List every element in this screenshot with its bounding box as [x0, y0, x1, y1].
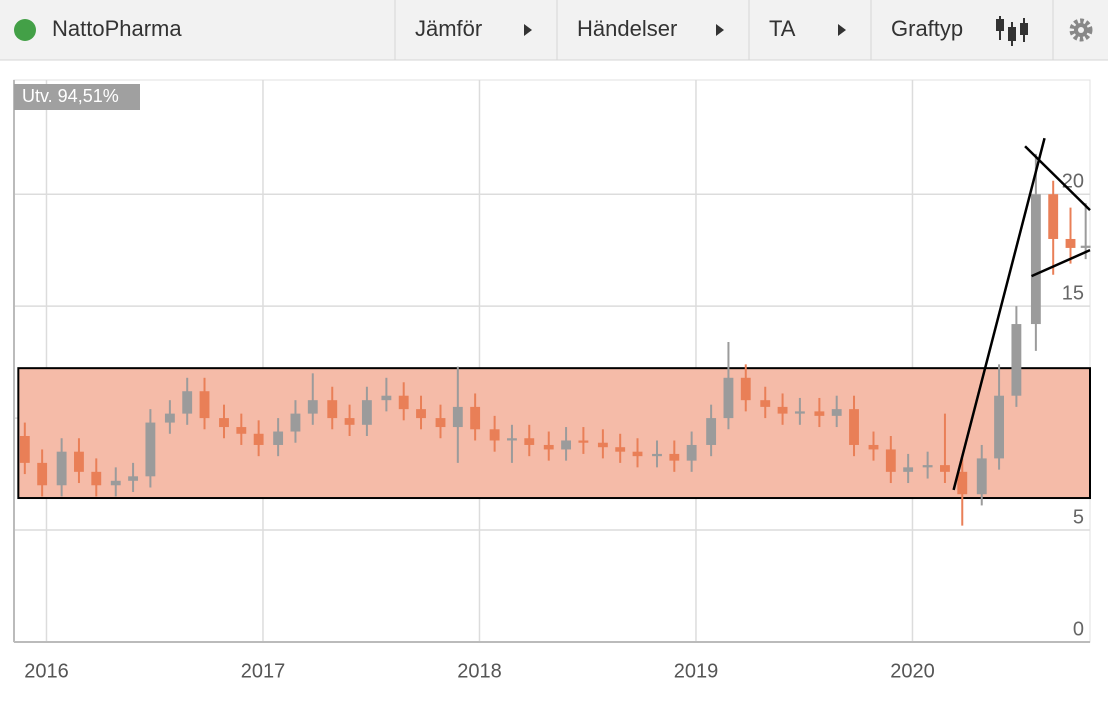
menu-events[interactable]: Händelser	[577, 16, 677, 41]
candle-body	[831, 409, 842, 416]
candle-body	[507, 438, 517, 441]
x-tick-label: 2016	[24, 660, 69, 682]
candle-body	[957, 471, 968, 495]
plot: 0510152020162017201820192020Utv. 94,51%	[13, 79, 1092, 682]
instrument-name: NattoPharma	[52, 16, 182, 41]
trend-line	[952, 137, 1046, 491]
trend-line	[1031, 249, 1091, 278]
candle-body	[91, 471, 102, 486]
candle-body	[794, 411, 805, 414]
badge-bg	[14, 84, 140, 110]
candle-body	[922, 465, 933, 468]
candle-body	[561, 440, 572, 450]
candle-body	[236, 427, 247, 434]
arrow	[838, 24, 846, 36]
candle-body	[344, 418, 355, 425]
toolbar	[0, 0, 1108, 60]
candle-body	[723, 377, 734, 419]
candle-body	[1080, 245, 1091, 248]
chart-type-icon	[996, 16, 1028, 46]
candle-body	[307, 400, 318, 414]
candle-body	[632, 451, 643, 457]
candle-body	[435, 418, 446, 428]
candle-body	[19, 436, 30, 463]
y-tick-label: 5	[1073, 506, 1084, 528]
x-tick-label: 2018	[457, 660, 502, 682]
y-tick-label: 20	[1062, 170, 1084, 192]
candle-body	[416, 409, 426, 419]
candle-body	[669, 453, 680, 461]
badge: Utv. 94,51%	[22, 86, 119, 106]
candle-body	[1065, 238, 1076, 248]
candle-body	[470, 406, 481, 430]
candle-body	[868, 444, 879, 450]
candle-body	[182, 391, 193, 414]
candle-body	[361, 400, 372, 425]
candle-body	[849, 409, 859, 445]
candle-body	[37, 462, 48, 486]
candle-body	[940, 465, 950, 472]
candle-body	[110, 480, 121, 486]
x-tick-label: 2020	[890, 660, 935, 682]
candle-body	[128, 476, 139, 481]
candle-body	[398, 395, 409, 410]
candle-body	[994, 395, 1005, 459]
plot-frame	[13, 79, 1091, 643]
candle-body	[615, 447, 626, 452]
candle-body	[1011, 324, 1022, 396]
candle-body	[814, 411, 825, 416]
candle-body	[706, 418, 717, 445]
candle-body	[273, 431, 284, 445]
candle-body	[199, 391, 210, 419]
y-tick-label: 15	[1062, 282, 1084, 304]
candle-body	[145, 422, 156, 477]
status-dot	[14, 19, 36, 41]
candle-body	[686, 444, 697, 461]
menus: Jämför Händelser TA Graftyp	[394, 0, 1093, 60]
candle-body	[489, 429, 500, 441]
candle-body	[578, 440, 589, 443]
candle-body	[74, 451, 84, 472]
candle-body	[381, 395, 392, 401]
arrow	[524, 24, 532, 36]
candle-body	[597, 442, 608, 448]
candle-body	[452, 406, 463, 428]
candle-body	[253, 433, 264, 445]
settings-icon[interactable]	[1069, 18, 1093, 42]
zone	[17, 367, 1092, 500]
arrow	[716, 24, 724, 36]
candle-body	[1030, 194, 1041, 325]
candle-body	[524, 438, 535, 445]
candle-body	[56, 451, 67, 486]
candle-body	[543, 444, 554, 450]
candle-body	[976, 458, 987, 495]
trend-line	[1024, 145, 1091, 211]
candle-body	[1048, 194, 1059, 239]
candle-body	[164, 413, 175, 423]
candle-body	[760, 400, 771, 407]
x-tick-label: 2017	[241, 660, 286, 682]
candle-body	[885, 449, 896, 472]
y-tick-label: 0	[1073, 618, 1084, 640]
candle-body	[290, 413, 301, 432]
menu-ta[interactable]: TA	[769, 16, 796, 41]
menu-compare[interactable]: Jämför	[415, 16, 482, 41]
candle-body	[327, 400, 338, 419]
candle-body	[219, 418, 229, 428]
menu-charttype[interactable]: Graftyp	[891, 16, 963, 41]
x-tick-label: 2019	[674, 660, 719, 682]
candle-body	[777, 406, 788, 414]
candle-body	[652, 453, 662, 457]
candle-body	[903, 467, 914, 472]
candle-body	[740, 377, 751, 401]
